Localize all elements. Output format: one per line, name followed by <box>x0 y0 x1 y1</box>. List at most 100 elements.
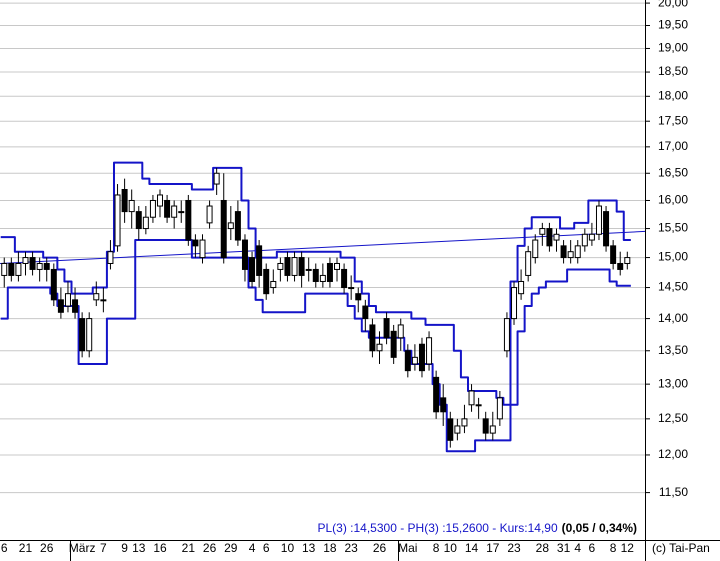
candle-body <box>86 318 93 352</box>
candle-body <box>8 262 15 276</box>
x-tick-label: 10 <box>444 541 458 555</box>
candle-body <box>581 233 588 247</box>
y-tick-label: 13,00 <box>658 376 688 390</box>
candle-body <box>234 211 241 241</box>
candle-body <box>376 343 383 352</box>
candle-body <box>546 228 553 247</box>
y-tick-label: 15,00 <box>658 250 688 264</box>
candle-body <box>567 251 574 259</box>
candle-body <box>496 397 503 420</box>
candle-body <box>503 318 510 352</box>
candle-body <box>22 257 29 264</box>
candle-body <box>588 233 595 241</box>
candle-body <box>213 172 220 185</box>
candle-body <box>574 245 581 259</box>
candle-body <box>270 280 277 289</box>
x-tick-label: 8 <box>610 541 617 555</box>
candle-body <box>525 251 532 276</box>
y-tick-label: 18,50 <box>658 64 688 78</box>
candle-body <box>440 397 447 413</box>
x-tick-label: 8 <box>433 541 440 555</box>
channel-line <box>0 161 631 406</box>
x-tick-label: 17 <box>486 541 500 555</box>
x-tick-label: 26 <box>373 541 387 555</box>
candle-body <box>454 425 461 434</box>
x-tick-label: 31 <box>557 541 571 555</box>
status-text: PL(3) :14,5300 - PH(3) :15,2600 - Kurs:1… <box>317 521 557 535</box>
candle-body <box>397 324 404 339</box>
x-tick-label: 6 <box>589 541 596 555</box>
y-tick-label: 15,50 <box>658 221 688 235</box>
x-tick-label: 4 <box>574 541 581 555</box>
y-tick-label: 17,00 <box>658 139 688 153</box>
candle-body <box>312 268 319 282</box>
candle-body <box>326 262 333 282</box>
status-change: (0,05 / 0,34%) <box>562 521 637 535</box>
candle-body <box>348 287 355 290</box>
y-tick-label: 14,50 <box>658 280 688 294</box>
candle-body <box>241 239 248 270</box>
candle-body <box>362 305 369 320</box>
y-tick-label: 19,50 <box>658 18 688 32</box>
candle-body <box>121 188 128 213</box>
candle-body <box>36 262 43 270</box>
candle-body <box>15 262 22 276</box>
candle-body <box>199 239 206 259</box>
x-tick-label: 6 <box>263 541 270 555</box>
candle-body <box>468 390 475 406</box>
candle-body <box>610 245 617 264</box>
x-tick-label: Mai <box>398 541 417 555</box>
candle-body <box>617 262 624 270</box>
candle-body <box>539 228 546 235</box>
candle-body <box>482 418 489 434</box>
candle-body <box>433 376 440 413</box>
candle-body <box>518 280 525 295</box>
candle-body <box>305 268 312 271</box>
copyright: (c) Tai-Pan <box>652 541 710 555</box>
candle-body <box>206 205 213 224</box>
candle-body <box>447 418 454 441</box>
candle-body <box>369 324 376 352</box>
candle-body <box>553 233 560 241</box>
candle-body <box>411 356 418 365</box>
candle-body <box>64 293 71 307</box>
candle-body <box>277 262 284 270</box>
candle-body <box>249 257 256 282</box>
candle-body <box>192 239 199 247</box>
candle-body <box>149 199 156 218</box>
y-tick-label: 16,00 <box>658 193 688 207</box>
candle-body <box>157 194 164 207</box>
candle-body <box>475 404 482 407</box>
candle-body <box>227 222 234 230</box>
candle-body <box>355 293 362 301</box>
candle-body <box>603 211 610 247</box>
y-tick-label: 11,50 <box>659 485 688 499</box>
x-tick-label: 18 <box>323 541 337 555</box>
y-tick-label: 13,50 <box>658 343 688 357</box>
candle-body <box>256 245 263 276</box>
y-tick-label: 12,50 <box>658 411 688 425</box>
candle-body <box>1 262 8 276</box>
candle-body <box>185 199 192 241</box>
y-tick-label: 18,00 <box>658 88 688 102</box>
candle-body <box>426 337 433 365</box>
candle-body <box>461 418 468 427</box>
candle-body <box>284 257 291 276</box>
candle-body <box>220 199 227 259</box>
candle-body <box>142 216 149 230</box>
candle-body <box>560 245 567 259</box>
x-tick-label: 14 <box>465 541 479 555</box>
candle-body <box>164 199 171 218</box>
candle-body <box>72 299 79 313</box>
candle-body <box>57 299 64 313</box>
candle-body <box>624 257 631 264</box>
x-tick-label: 10 <box>281 541 295 555</box>
candle-body <box>128 199 135 213</box>
x-tick-label: 12 <box>621 541 635 555</box>
candle-body <box>489 425 496 434</box>
candle-body <box>29 257 36 270</box>
channel-line <box>0 239 631 453</box>
candle-body <box>263 268 270 295</box>
candle-body <box>595 205 602 235</box>
candle-body <box>79 318 86 352</box>
